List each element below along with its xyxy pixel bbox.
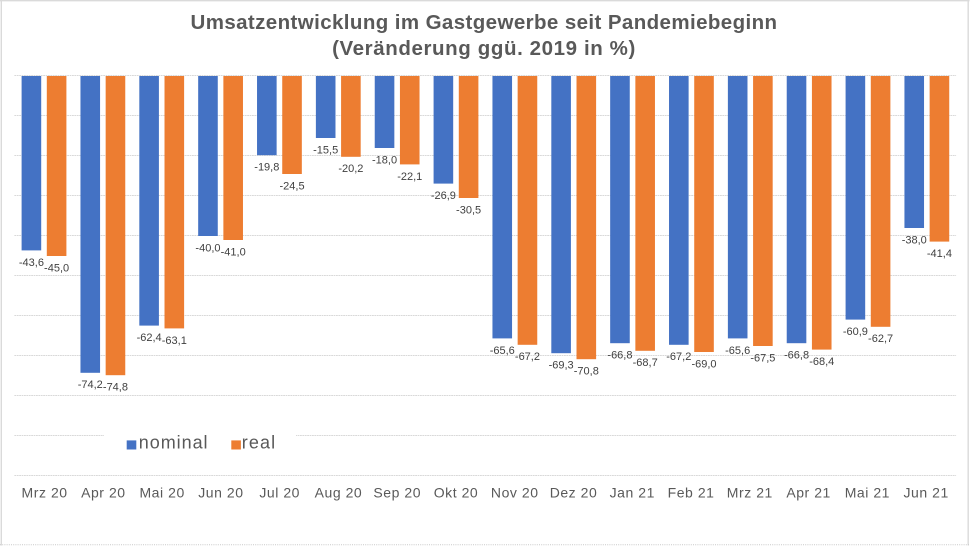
svg-text:-67,2: -67,2 bbox=[515, 351, 540, 363]
svg-text:Apr 21: Apr 21 bbox=[786, 485, 831, 501]
svg-text:-67,5: -67,5 bbox=[750, 352, 775, 364]
svg-text:-26,9: -26,9 bbox=[431, 190, 456, 202]
svg-text:-70,8: -70,8 bbox=[574, 366, 599, 378]
svg-text:-65,6: -65,6 bbox=[725, 345, 750, 357]
svg-text:-74,2: -74,2 bbox=[78, 379, 103, 391]
svg-text:-18,0: -18,0 bbox=[372, 154, 397, 166]
svg-text:Mrz 20: Mrz 20 bbox=[22, 485, 68, 501]
svg-text:Sep 20: Sep 20 bbox=[373, 485, 421, 501]
svg-text:real: real bbox=[242, 433, 276, 453]
svg-text:-43,6: -43,6 bbox=[19, 257, 44, 269]
svg-text:Jun 20: Jun 20 bbox=[198, 485, 243, 501]
svg-text:Dez 20: Dez 20 bbox=[550, 485, 598, 501]
svg-text:Jul 20: Jul 20 bbox=[259, 485, 300, 501]
svg-text:-69,0: -69,0 bbox=[691, 358, 716, 370]
svg-text:-19,8: -19,8 bbox=[254, 162, 279, 174]
svg-text:Feb 21: Feb 21 bbox=[668, 485, 715, 501]
svg-text:-74,8: -74,8 bbox=[103, 382, 128, 394]
svg-text:-22,1: -22,1 bbox=[397, 171, 422, 183]
svg-text:-68,4: -68,4 bbox=[809, 356, 834, 368]
svg-text:Mai 20: Mai 20 bbox=[139, 485, 184, 501]
svg-text:(Veränderung ggü. 2019 in %): (Veränderung ggü. 2019 in %) bbox=[332, 37, 636, 60]
svg-text:Nov 20: Nov 20 bbox=[491, 485, 539, 501]
svg-text:-30,5: -30,5 bbox=[456, 204, 481, 216]
svg-text:Aug 20: Aug 20 bbox=[315, 485, 363, 501]
svg-text:-45,0: -45,0 bbox=[44, 262, 69, 274]
svg-text:-41,0: -41,0 bbox=[221, 246, 246, 258]
svg-text:Mai 21: Mai 21 bbox=[845, 485, 890, 501]
svg-text:-66,8: -66,8 bbox=[607, 350, 632, 362]
svg-text:-38,0: -38,0 bbox=[902, 234, 927, 246]
svg-text:-40,0: -40,0 bbox=[195, 242, 220, 254]
svg-text:-15,5: -15,5 bbox=[313, 144, 338, 156]
svg-text:-41,4: -41,4 bbox=[927, 248, 952, 260]
svg-text:Okt 20: Okt 20 bbox=[434, 485, 479, 501]
svg-text:-62,7: -62,7 bbox=[868, 333, 893, 345]
svg-text:-62,4: -62,4 bbox=[137, 332, 162, 344]
svg-text:Umsatzentwicklung im Gastgewer: Umsatzentwicklung im Gastgewerbe seit Pa… bbox=[191, 11, 778, 34]
svg-text:Mrz 21: Mrz 21 bbox=[727, 485, 773, 501]
svg-text:Jun 21: Jun 21 bbox=[903, 485, 948, 501]
svg-text:Jan 21: Jan 21 bbox=[610, 485, 655, 501]
svg-text:-69,3: -69,3 bbox=[549, 360, 574, 372]
svg-text:-65,6: -65,6 bbox=[490, 345, 515, 357]
svg-text:-67,2: -67,2 bbox=[666, 351, 691, 363]
svg-text:-24,5: -24,5 bbox=[279, 180, 304, 192]
svg-text:-20,2: -20,2 bbox=[338, 163, 363, 175]
svg-text:-68,7: -68,7 bbox=[633, 357, 658, 369]
svg-text:-66,8: -66,8 bbox=[784, 350, 809, 362]
svg-text:Apr 20: Apr 20 bbox=[81, 485, 126, 501]
svg-text:-60,9: -60,9 bbox=[843, 326, 868, 338]
svg-text:nominal: nominal bbox=[139, 433, 209, 453]
svg-text:-63,1: -63,1 bbox=[162, 335, 187, 347]
